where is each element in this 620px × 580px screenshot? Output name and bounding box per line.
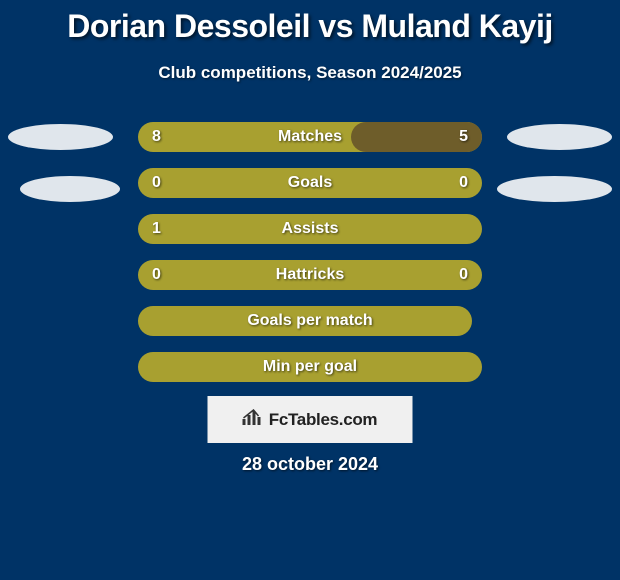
stat-value-left: 0 xyxy=(152,266,161,284)
stat-row: Goals 0 0 xyxy=(138,168,482,198)
stat-value-right: 5 xyxy=(459,128,468,146)
stat-rows: Matches85Goals00Assists1Hattricks00Goals… xyxy=(138,122,482,398)
stat-value-left: 1 xyxy=(152,220,161,238)
player-left-logo-2 xyxy=(20,176,120,202)
stat-row: Min per goal xyxy=(138,352,482,382)
player-left-logo-1 xyxy=(8,124,113,150)
date-label: 28 october 2024 xyxy=(242,454,378,475)
player-right-logo-1 xyxy=(507,124,612,150)
stat-label: Hattricks xyxy=(276,266,344,284)
stat-row: Hattricks 0 0 xyxy=(138,260,482,290)
stat-value-left: 0 xyxy=(152,174,161,192)
chart-icon xyxy=(243,409,263,430)
comparison-card: Dorian Dessoleil vs Muland Kayij Club co… xyxy=(0,0,620,580)
stat-value-right: 0 xyxy=(459,266,468,284)
brand-badge[interactable]: FcTables.com xyxy=(208,396,413,443)
page-title: Dorian Dessoleil vs Muland Kayij xyxy=(0,0,620,45)
stat-label: Min per goal xyxy=(263,358,357,376)
stat-row: Assists 1 xyxy=(138,214,482,244)
player-right-logo-2 xyxy=(497,176,612,202)
page-subtitle: Club competitions, Season 2024/2025 xyxy=(0,63,620,83)
stat-label: Assists xyxy=(282,220,339,238)
brand-text: FcTables.com xyxy=(269,410,378,430)
stat-label: Matches xyxy=(278,128,342,146)
stat-label: Goals per match xyxy=(247,312,372,330)
stat-value-right: 0 xyxy=(459,174,468,192)
stat-row: Matches 8 5 xyxy=(138,122,482,152)
stat-row: Goals per match xyxy=(138,306,482,336)
stat-value-left: 8 xyxy=(152,128,161,146)
stat-label: Goals xyxy=(288,174,332,192)
